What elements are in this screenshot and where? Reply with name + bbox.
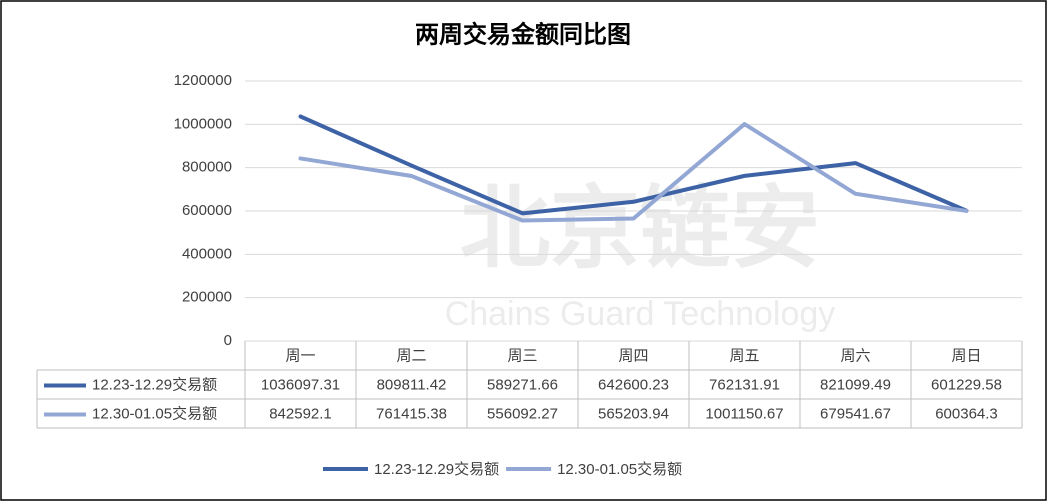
x-tick-label: 周日 bbox=[951, 347, 981, 364]
data-label: 842592.1 bbox=[269, 405, 332, 422]
y-tick-label: 1200000 bbox=[174, 72, 232, 89]
data-label: 809811.42 bbox=[377, 376, 447, 393]
data-label: 642600.23 bbox=[598, 376, 669, 393]
y-tick-label: 600000 bbox=[182, 202, 232, 219]
data-label: 1001150.67 bbox=[705, 405, 783, 422]
data-label: 761415.38 bbox=[376, 405, 447, 422]
y-tick-label: 400000 bbox=[182, 245, 232, 262]
data-label: 821099.49 bbox=[820, 376, 891, 393]
x-tick-label: 周三 bbox=[507, 347, 537, 364]
x-tick-label: 周六 bbox=[840, 347, 870, 364]
data-label: 679541.67 bbox=[820, 405, 891, 422]
table-row-label: 12.23-12.29交易额 bbox=[92, 375, 217, 393]
y-tick-label: 1000000 bbox=[174, 115, 232, 132]
data-label: 601229.58 bbox=[931, 376, 1002, 393]
y-tick-label: 800000 bbox=[182, 159, 232, 176]
series-line bbox=[298, 114, 969, 216]
data-label: 1036097.31 bbox=[261, 376, 340, 393]
x-tick-label: 周一 bbox=[285, 347, 315, 364]
x-tick-label: 周二 bbox=[396, 347, 426, 364]
legend-label: 12.30-01.05交易额 bbox=[557, 460, 682, 478]
chart-title: 两周交易金额同比图 bbox=[415, 20, 631, 48]
watermark: 北京链安 bbox=[460, 179, 820, 279]
x-tick-label: 周四 bbox=[618, 347, 648, 364]
data-label: 556092.27 bbox=[487, 405, 558, 422]
legend-label: 12.23-12.29交易额 bbox=[374, 460, 499, 478]
watermark-subtitle: Chains Guard Technology bbox=[445, 295, 836, 333]
data-label: 762131.91 bbox=[709, 376, 780, 393]
y-tick-label: 0 bbox=[224, 332, 232, 349]
data-label: 565203.94 bbox=[598, 405, 669, 422]
table-row-label: 12.30-01.05交易额 bbox=[92, 404, 217, 422]
x-tick-label: 周五 bbox=[729, 347, 759, 364]
series-line bbox=[298, 122, 969, 223]
data-label: 600364.3 bbox=[935, 405, 998, 422]
y-tick-label: 200000 bbox=[182, 289, 232, 306]
data-label: 589271.66 bbox=[487, 376, 558, 393]
